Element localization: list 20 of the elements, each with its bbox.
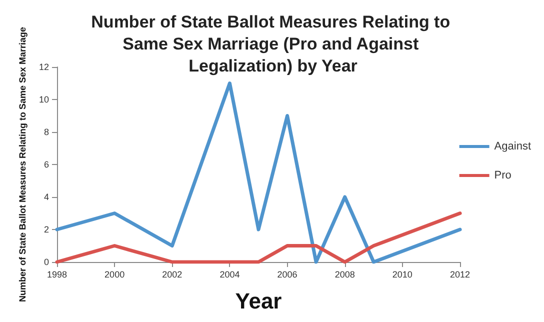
y-tick-label: 8: [44, 127, 49, 137]
y-tick-label: 10: [38, 94, 49, 104]
y-tick-label: 0: [44, 257, 49, 267]
x-axis-title: Year: [235, 288, 282, 314]
chart-title: Number of State Ballot Measures Relating to Same Sex Marriage (Pro and Against Legalization) by Year: [91, 12, 455, 76]
x-tick-label: 1998: [46, 270, 68, 280]
y-tick-label: 2: [44, 224, 49, 234]
x-tick-label: 2008: [334, 270, 355, 280]
y-tick-label: 4: [44, 192, 49, 202]
x-tick-label: 2000: [104, 270, 125, 280]
y-axis-title: Number of State Ballot Measures Relating to Same Sex Marriage: [18, 26, 28, 302]
y-tick-label: 12: [38, 62, 49, 72]
x-tick-label: 2002: [162, 270, 182, 280]
y-tick-label: 6: [44, 160, 49, 170]
x-tick-label: 2010: [392, 270, 412, 280]
legend-label: Pro: [494, 170, 512, 182]
x-tick-label: 2012: [450, 270, 470, 280]
x-tick-label: 2006: [277, 270, 298, 280]
legend-label: Against: [494, 140, 532, 152]
x-tick-label: 2004: [220, 270, 240, 280]
